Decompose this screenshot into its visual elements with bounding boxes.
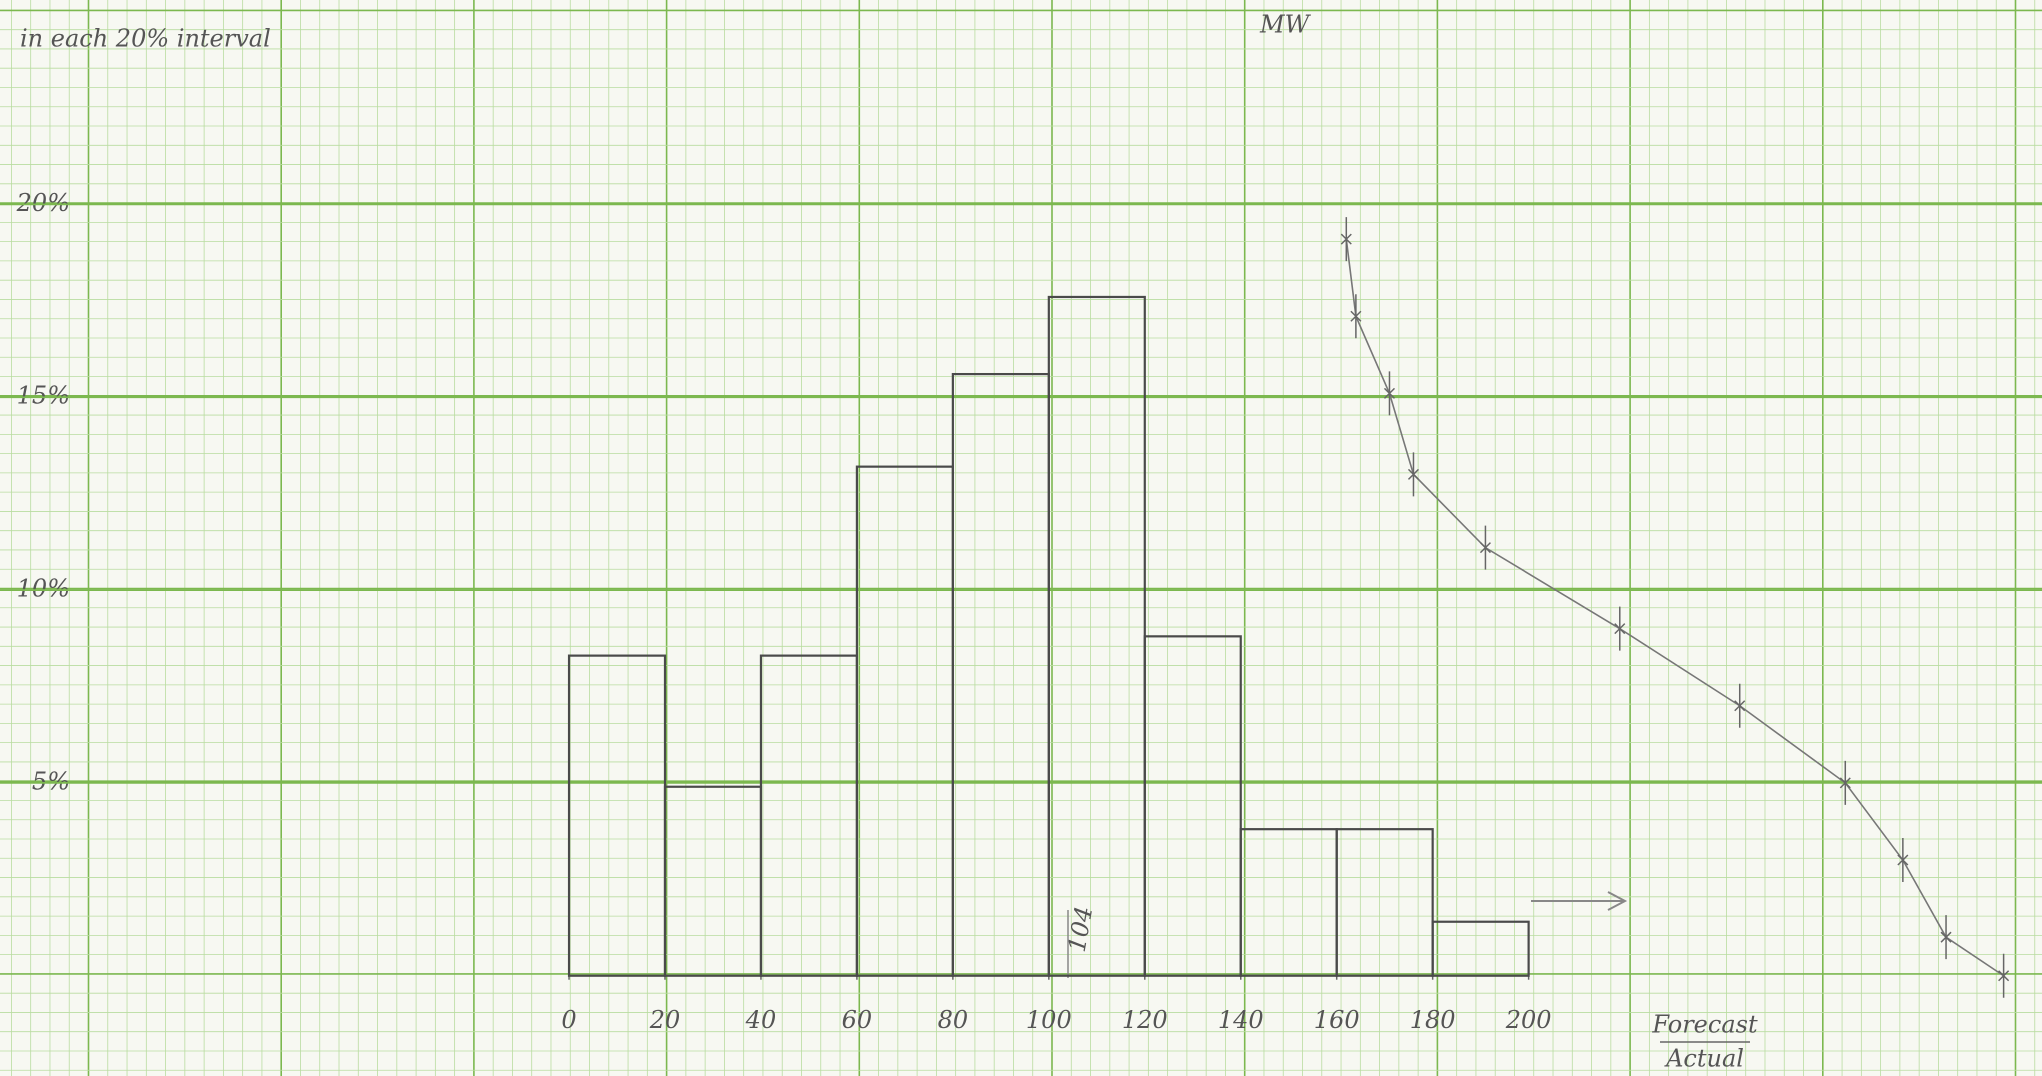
bar: [1145, 636, 1241, 975]
x-tick-label: 0: [561, 1006, 576, 1034]
x-axis-label: Forecast: [1651, 1011, 1758, 1039]
x-tick-label: 60: [842, 1006, 873, 1034]
y-tick-label: 20%: [16, 189, 70, 217]
bar: [761, 656, 857, 976]
x-tick-label: 40: [745, 1006, 777, 1034]
overlay-marker: [1384, 371, 1394, 415]
x-tick-label: 20: [649, 1006, 681, 1034]
y-tick-label: 10%: [17, 575, 70, 603]
overlay-marker: [1999, 954, 2009, 998]
graph-paper: [0, 0, 2042, 1076]
overlay-marker: [1351, 294, 1361, 338]
chart: in each 20% interval MW 104 Forecast Act…: [0, 0, 2042, 1076]
overlay-marker: [1898, 838, 1908, 882]
x-tick-label: 160: [1314, 1006, 1360, 1034]
x-tick-label: 180: [1410, 1006, 1456, 1034]
bar: [953, 374, 1049, 976]
bar: [1241, 829, 1337, 976]
x-tick-label: 200: [1505, 1006, 1552, 1034]
bar: [1049, 297, 1145, 976]
overlay-marker: [1615, 607, 1625, 651]
annotation: MW: [1259, 11, 1312, 39]
bar: [857, 467, 953, 976]
x-tick-label: 100: [1026, 1006, 1072, 1034]
x-tick-label: 120: [1122, 1006, 1168, 1034]
x-axis-label: Actual: [1664, 1045, 1744, 1073]
bar: [665, 787, 761, 976]
x-tick-label: 80: [938, 1006, 969, 1034]
y-tick-label: 15%: [17, 382, 70, 410]
overlay-marker: [1341, 217, 1351, 261]
overlay-marker: [1735, 684, 1745, 728]
overlay-marker: [1480, 526, 1490, 570]
y-tick-label: 5%: [32, 767, 70, 795]
annotation: in each 20% interval: [20, 25, 271, 53]
overlay-marker: [1408, 452, 1418, 496]
x-tick-label: 140: [1218, 1006, 1264, 1034]
bar: [569, 656, 665, 976]
overlay-marker: [1941, 915, 1951, 959]
